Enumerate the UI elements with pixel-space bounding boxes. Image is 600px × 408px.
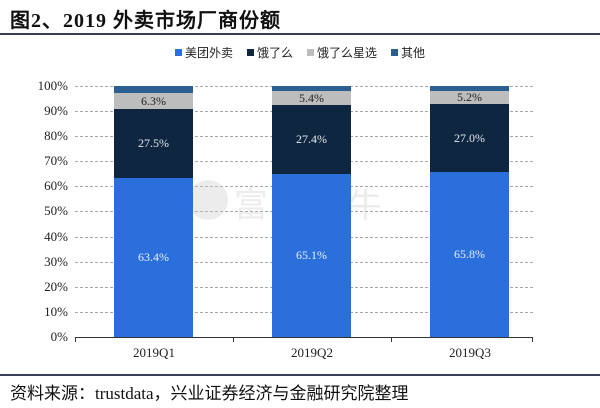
- y-tick-label: 50%: [44, 203, 68, 218]
- data-label: 65.8%: [454, 247, 485, 261]
- x-axis-line: [75, 337, 533, 338]
- x-tick-label: 2019Q1: [133, 345, 175, 360]
- stacked-bar-2019q2: 65.1% 27.4% 5.4%: [272, 86, 351, 337]
- data-label: 5.4%: [299, 90, 324, 105]
- bar-segment-meituan: 65.8%: [430, 172, 509, 337]
- x-axis-tick: [75, 337, 76, 342]
- bar-segment-eleme: 27.4%: [272, 105, 351, 174]
- y-tick-label: 30%: [44, 254, 68, 269]
- y-tick-label: 0%: [50, 329, 68, 344]
- legend-swatch-eleme-xingxuan: [307, 49, 314, 56]
- legend-swatch-other: [391, 49, 399, 56]
- y-tick-label: 100%: [37, 78, 68, 93]
- legend-label: 其他: [401, 46, 426, 60]
- data-label: 65.1%: [296, 248, 327, 262]
- bar-segment-other: [272, 86, 351, 91]
- y-tick-label: 40%: [44, 229, 68, 244]
- y-tick-label: 80%: [44, 128, 68, 143]
- y-tick-label: 60%: [44, 178, 68, 193]
- y-tick-label: 20%: [44, 279, 68, 294]
- legend-item-eleme: 饿了么: [246, 44, 293, 61]
- x-tick-label: 2019Q3: [449, 345, 491, 360]
- title-divider: [0, 33, 600, 35]
- legend-swatch-eleme: [246, 49, 254, 56]
- data-label: 5.2%: [457, 90, 482, 104]
- legend-label: 饿了么星选: [317, 46, 378, 60]
- bar-segment-eleme: 27.0%: [430, 104, 509, 172]
- data-label: 63.4%: [138, 250, 169, 264]
- bar-segment-meituan: 63.4%: [114, 178, 193, 337]
- bar-segment-other: [430, 86, 509, 91]
- bar-segment-eleme-xingxuan: 6.3%: [114, 93, 193, 109]
- data-label: 27.4%: [296, 132, 327, 146]
- chart-legend: 美团外卖 饿了么 饿了么星选 其他: [0, 44, 600, 61]
- bar-segment-eleme: 27.5%: [114, 109, 193, 178]
- legend-item-meituan: 美团外卖: [174, 44, 233, 61]
- bar-segment-eleme-xingxuan: 5.2%: [430, 90, 509, 104]
- bar-segment-other: [114, 86, 193, 93]
- x-axis-tick: [532, 337, 533, 342]
- stacked-bar-2019q1: 63.4% 27.5% 6.3%: [114, 86, 193, 337]
- data-label: 6.3%: [141, 93, 166, 108]
- y-tick-label: 70%: [44, 153, 68, 168]
- data-label: 27.0%: [454, 130, 485, 145]
- stacked-bar-2019q3: 65.8% 27.0% 5.2%: [430, 86, 509, 337]
- y-tick-label: 10%: [44, 304, 68, 319]
- y-tick-label: 90%: [44, 103, 68, 118]
- legend-label: 美团外卖: [184, 46, 233, 60]
- legend-label: 饿了么: [256, 46, 293, 60]
- x-tick-label: 2019Q2: [291, 345, 333, 360]
- x-axis-tick: [391, 337, 392, 342]
- source-divider: [0, 374, 600, 376]
- source-note: 资料来源：trustdata，兴业证券经济与金融研究院整理: [10, 384, 409, 403]
- x-axis-tick: [233, 337, 234, 342]
- data-label: 27.5%: [138, 136, 169, 150]
- bar-segment-meituan: 65.1%: [272, 174, 351, 337]
- bar-segment-eleme-xingxuan: 5.4%: [272, 91, 351, 105]
- legend-item-other: 其他: [391, 44, 425, 61]
- legend-item-eleme-xingxuan: 饿了么星选: [307, 44, 377, 61]
- chart-title: 图2、2019 外卖市场厂商份额: [10, 10, 281, 32]
- legend-swatch-meituan: [174, 49, 182, 56]
